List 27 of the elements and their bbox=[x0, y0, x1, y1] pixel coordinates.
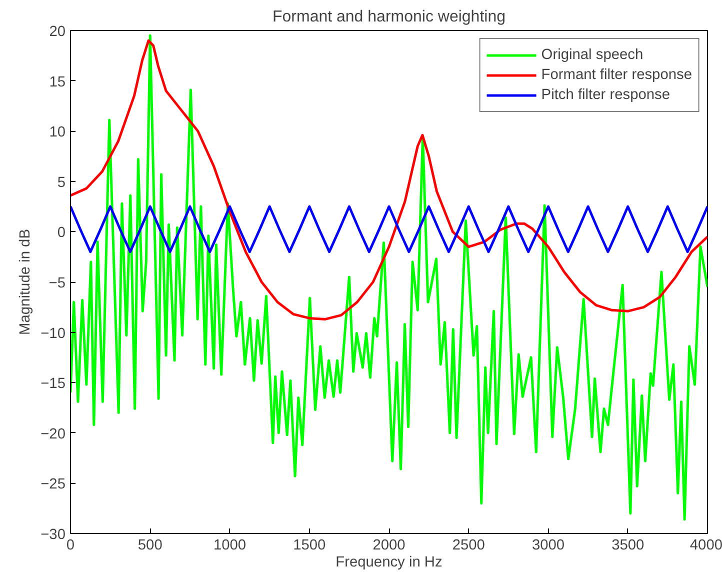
y-tick-label: 0 bbox=[57, 225, 66, 242]
x-axis-title: Frequency in Hz bbox=[336, 554, 442, 570]
y-tick-label: −15 bbox=[40, 376, 66, 392]
y-tick-label: −30 bbox=[40, 527, 66, 543]
x-tick-label: 500 bbox=[138, 538, 162, 554]
legend-label: Formant filter response bbox=[541, 67, 692, 83]
legend-label: Pitch filter response bbox=[541, 87, 670, 103]
y-tick-label: −20 bbox=[40, 426, 66, 442]
y-tick-label: 10 bbox=[49, 124, 66, 141]
x-tick-label: 3500 bbox=[612, 538, 644, 554]
y-tick-label: −5 bbox=[48, 276, 66, 292]
y-tick-label: 20 bbox=[49, 24, 66, 40]
x-tick-label: 4000 bbox=[690, 538, 722, 554]
y-axis-title: Magnitude in dB bbox=[18, 229, 34, 335]
y-tick-label: 5 bbox=[57, 174, 66, 191]
x-tick-label: 1500 bbox=[293, 538, 326, 554]
y-tick-label: −25 bbox=[40, 476, 66, 493]
x-tick-label: 3000 bbox=[532, 538, 565, 554]
x-tick-label: 1000 bbox=[213, 538, 246, 554]
legend-label: Original speech bbox=[541, 47, 644, 63]
chart-title: Formant and harmonic weighting bbox=[272, 8, 506, 26]
y-tick-label: −10 bbox=[40, 326, 66, 342]
x-tick-label: 2000 bbox=[372, 538, 406, 554]
line-series bbox=[70, 39, 708, 320]
x-tick-label: 2500 bbox=[452, 538, 485, 554]
y-tick-label: 15 bbox=[49, 74, 66, 90]
line-series bbox=[70, 34, 708, 521]
